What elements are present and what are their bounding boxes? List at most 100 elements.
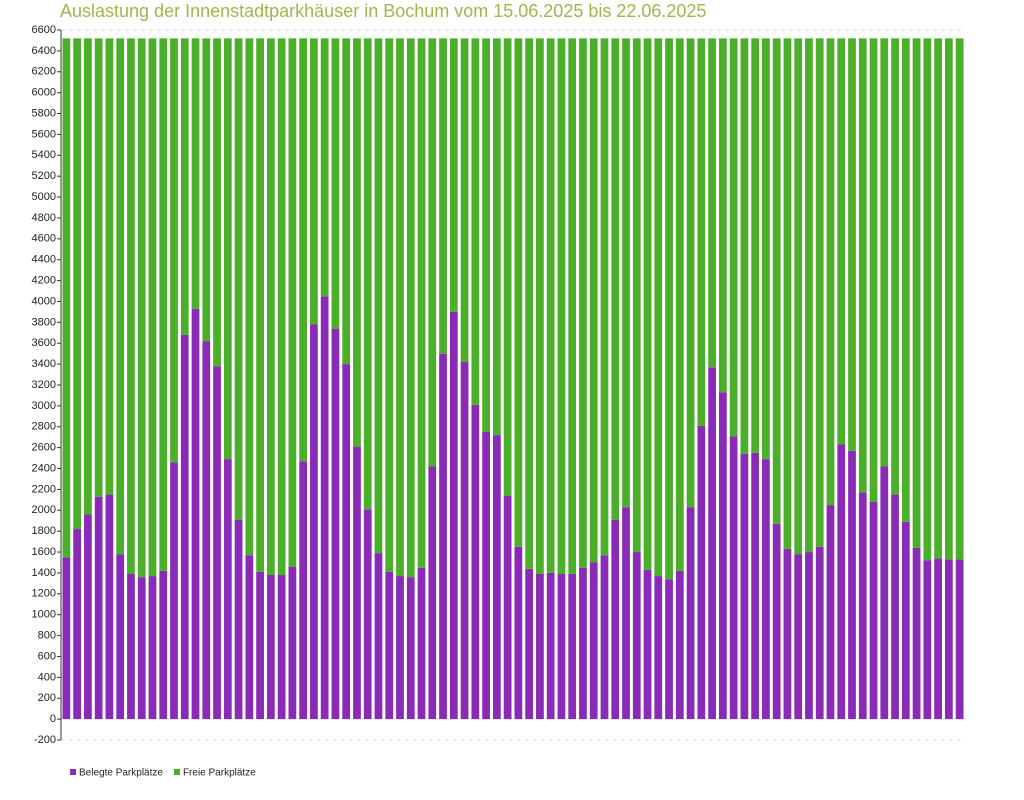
bar-segment [266,38,275,576]
bar-segment [514,38,523,547]
bar-segment [891,494,899,720]
bar-segment [245,555,254,720]
y-tick-label: 5600 [32,128,56,140]
bar-segment [934,558,942,720]
bar-segment [729,38,738,437]
y-tick-label: 3400 [32,358,56,370]
bar-segment [353,38,361,447]
bar-segment [901,38,910,522]
bar-segment [740,38,749,454]
bar-segment [654,576,663,720]
bar-segment [622,38,630,508]
bar-segment [116,38,125,555]
bar-segment [180,38,189,335]
bar-segment [923,38,932,561]
bar-segment [772,38,781,524]
bar-segment [944,38,953,560]
bar-segment [718,392,727,720]
legend-swatch [70,769,76,775]
bar-segment [428,466,437,720]
y-tick-label: 0 [50,713,56,725]
bar-segment [223,459,232,720]
bar-segment [837,38,846,445]
bar-segment [686,507,695,720]
bar-segment [708,38,716,368]
bar-segment [815,546,824,720]
bar-segment [353,446,361,720]
bar-segment [105,38,114,495]
bar-segment [62,557,71,720]
bar-segment [805,552,813,720]
bar-segment [665,38,673,580]
bar-segment [385,38,394,572]
bar-segment [589,38,598,563]
bar-segment [546,572,555,720]
y-tick-label: 4400 [32,254,56,266]
bar-segment [73,529,82,720]
bar-segment [406,38,415,578]
bar-segment [546,38,555,573]
bar-segment [417,567,426,720]
bar-segment [159,570,168,720]
bar-segment [202,341,211,720]
y-tick-label: 800 [38,629,56,641]
bar-segment [525,38,534,569]
bar-segment [869,501,878,720]
y-tick-label: 6200 [32,66,56,78]
bar-segment [751,452,760,720]
bar-segment [858,492,867,720]
bar-segment [202,38,211,342]
bar-segment [794,554,803,720]
bar-segment [127,38,135,574]
bar-segment [266,575,275,720]
y-tick-label: 2400 [32,462,56,474]
bar-segment [62,38,71,558]
y-tick-label: 5200 [32,170,56,182]
y-tick-label: 4800 [32,212,56,224]
bar-segment [396,576,404,720]
y-tick-label: 2800 [32,421,56,433]
y-tick-label: 1600 [32,546,56,558]
y-tick-label: 5000 [32,191,56,203]
bar-segment [772,523,781,720]
y-tick-label: 400 [38,671,56,683]
bar-segment [482,431,490,720]
y-tick-label: 1400 [32,567,56,579]
bar-segment [170,462,178,720]
bar-segment [536,38,544,574]
bar-segment [159,38,168,571]
bar-segment [837,444,846,720]
bar-segment [675,570,684,720]
y-tick-label: 1200 [32,588,56,600]
bar-segment [310,324,318,720]
bar-segment [428,38,437,467]
bar-segment [944,559,953,720]
bar-segment [148,576,157,720]
bar-segment [84,514,92,720]
bar-segment [848,38,856,451]
bar-segment [256,38,264,572]
bar-segment [256,571,264,720]
bar-segment [503,495,512,720]
y-tick-label: 5400 [32,149,56,161]
bar-segment [94,496,103,720]
bar-segment [503,38,512,496]
bar-segment [654,38,663,577]
bar-segment [213,38,221,367]
bar-segment [180,334,189,720]
bar-segment [783,548,792,720]
bar-segment [310,38,318,325]
bar-segment [288,566,297,720]
bar-segment [600,38,609,556]
bar-segment [858,38,867,493]
bar-segment [826,38,835,506]
bar-segment [557,38,566,574]
bar-segment [514,546,523,720]
bar-segment [815,38,824,547]
bar-segment [600,555,609,720]
bar-segment [385,571,394,720]
bar-segment [73,38,82,530]
bar-segment [632,38,641,553]
y-tick-label: 3000 [32,400,56,412]
bar-segment [137,38,146,578]
